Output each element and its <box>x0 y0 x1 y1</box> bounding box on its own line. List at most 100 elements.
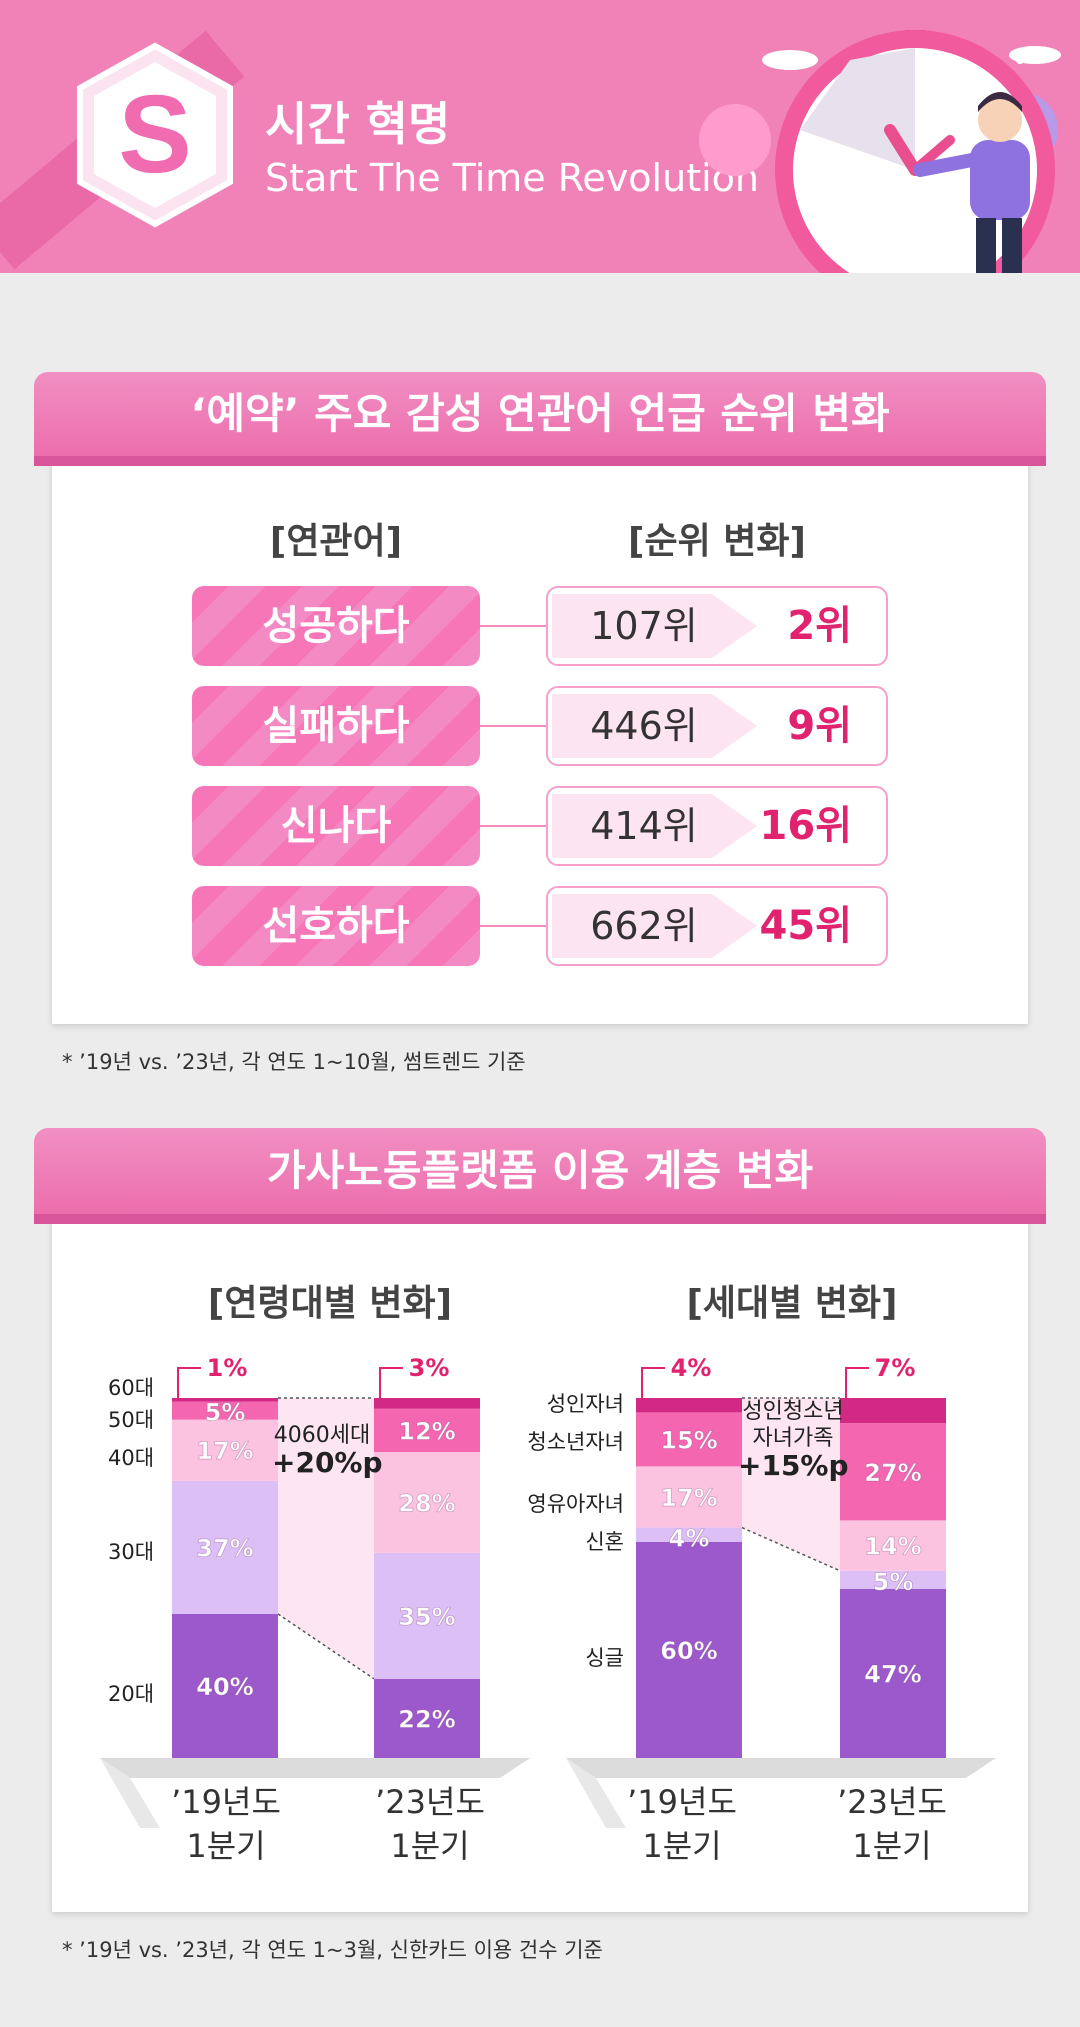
connector-line <box>480 825 546 827</box>
data-label: 22% <box>398 1705 455 1733</box>
connector-line <box>480 725 546 727</box>
series-label: 60대 <box>108 1376 155 1400</box>
series-label: 30대 <box>108 1540 155 1564</box>
age-annotation: 4060세대 +20%p <box>272 1423 383 1479</box>
bar-segment <box>840 1570 946 1589</box>
age-chart-title: [연령대별 변화] <box>207 1283 453 1324</box>
series-label: 청소년자녀 <box>527 1430 624 1454</box>
rank-before: 446위 <box>590 704 698 748</box>
rank-after: 2위 <box>787 603 852 649</box>
rank-before: 107위 <box>590 604 698 648</box>
label-leader <box>845 1367 869 1400</box>
bar-segment <box>636 1398 742 1413</box>
x-axis-label: ’23년도 1분기 <box>837 1783 947 1865</box>
keyword-pill: 선호하다 <box>192 886 480 966</box>
data-label: 3% <box>409 1354 450 1382</box>
rank-change-box: 446위 9위 <box>546 686 888 766</box>
logo-hexagon: S <box>77 42 233 228</box>
arrow-icon <box>552 594 757 658</box>
logo-letter: S <box>118 73 191 196</box>
keyword-pill: 실패하다 <box>192 686 480 766</box>
bar-segment <box>374 1398 480 1409</box>
bar-segment <box>636 1542 742 1758</box>
change-band <box>742 1398 840 1571</box>
bar-segment <box>172 1401 278 1420</box>
rank-change-box: 107위 2위 <box>546 586 888 666</box>
data-label: 12% <box>398 1417 455 1445</box>
generation-chart-title: [세대별 변화] <box>686 1283 898 1324</box>
arrow-icon <box>552 794 757 858</box>
bar-segment <box>172 1398 278 1402</box>
bar-segment <box>374 1452 480 1553</box>
x-axis-label: ’23년도 1분기 <box>375 1783 485 1865</box>
clock-illustration <box>699 30 1061 273</box>
data-label: 37% <box>196 1534 253 1562</box>
bar-segment <box>172 1480 278 1614</box>
age-stacked-bar-chart: 40% 37% 17% 5% 1% 22% 35% 28% 12% 3% <box>172 1354 480 1758</box>
data-label: 60% <box>660 1637 717 1665</box>
data-label: 5% <box>873 1568 914 1596</box>
person-figure <box>970 140 1030 220</box>
rank-before: 662위 <box>590 904 698 948</box>
rank-after: 9위 <box>787 703 852 749</box>
column-header-word: [연관어] <box>269 521 403 562</box>
series-label: 성인자녀 <box>546 1392 624 1416</box>
arrow-icon <box>552 694 757 758</box>
series-label: 신혼 <box>585 1530 624 1554</box>
change-band <box>278 1398 374 1679</box>
series-label: 영유아자녀 <box>527 1492 624 1516</box>
bar-segment <box>840 1520 946 1571</box>
data-label: 28% <box>398 1489 455 1517</box>
section1-title: ‘예약’ 주요 감성 연관어 언급 순위 변화 <box>34 372 1046 456</box>
generation-stacked-bar-chart: 60% 4% 17% 15% 4% 47% 5% 14% 27% 7% <box>636 1354 946 1758</box>
bar-segment <box>374 1408 480 1452</box>
generation-annotation: 성인청소년 자녀가족 +15%p <box>738 1399 849 1482</box>
data-label: 5% <box>205 1399 246 1427</box>
data-label: 47% <box>864 1660 921 1688</box>
bar-segment <box>172 1614 278 1758</box>
keyword-pill: 신나다 <box>192 786 480 866</box>
arrow-icon <box>552 894 757 958</box>
series-label: 싱글 <box>585 1646 624 1670</box>
change-guide-line <box>277 1613 375 1680</box>
column-header-rank: [순위 변화] <box>628 521 806 562</box>
connector-line <box>480 925 546 927</box>
label-leader <box>379 1367 403 1400</box>
data-label: 7% <box>875 1354 916 1382</box>
data-label: 14% <box>864 1533 921 1561</box>
bar-segment <box>374 1678 480 1758</box>
rank-change-box: 414위 16위 <box>546 786 888 866</box>
bar-segment <box>840 1588 946 1758</box>
x-axis-label: ’19년도 1분기 <box>627 1783 737 1865</box>
footnote: * ’19년 vs. ’23년, 각 연도 1~10월, 썸트렌드 기준 <box>62 1050 526 1074</box>
data-label: 27% <box>864 1459 921 1487</box>
connector-line <box>480 625 546 627</box>
bar-segment <box>636 1527 742 1542</box>
bar-segment <box>636 1466 742 1528</box>
section2-title: 가사노동플랫폼 이용 계층 변화 <box>34 1128 1046 1214</box>
x-axis-label: ’19년도 1분기 <box>171 1783 281 1865</box>
page-title: 시간 혁명 <box>265 97 451 151</box>
rank-before: 414위 <box>590 804 698 848</box>
baseline-shelf <box>100 1758 530 1828</box>
rank-change-box: 662위 45위 <box>546 886 888 966</box>
header-banner: S 시간 혁명 Start The Time Revolution <box>0 0 1080 273</box>
data-label: 15% <box>660 1426 717 1454</box>
bar-segment <box>374 1552 480 1679</box>
data-label: 40% <box>196 1673 253 1701</box>
label-leader <box>177 1367 201 1400</box>
data-label: 17% <box>660 1484 717 1512</box>
keyword-pill: 성공하다 <box>192 586 480 666</box>
series-label: 20대 <box>108 1682 155 1706</box>
series-label: 40대 <box>108 1446 155 1470</box>
bar-segment <box>636 1412 742 1467</box>
rank-after: 45위 <box>759 903 852 949</box>
gear-icon <box>699 104 771 176</box>
bar-segment <box>172 1419 278 1481</box>
data-label: 4% <box>669 1525 710 1553</box>
bar-segment <box>840 1398 946 1424</box>
baseline-shelf <box>566 1758 996 1828</box>
data-label: 1% <box>207 1354 248 1382</box>
data-label: 17% <box>196 1437 253 1465</box>
footnote: * ’19년 vs. ’23년, 각 연도 1~3월, 신한카드 이용 건수 기… <box>62 1938 603 1962</box>
